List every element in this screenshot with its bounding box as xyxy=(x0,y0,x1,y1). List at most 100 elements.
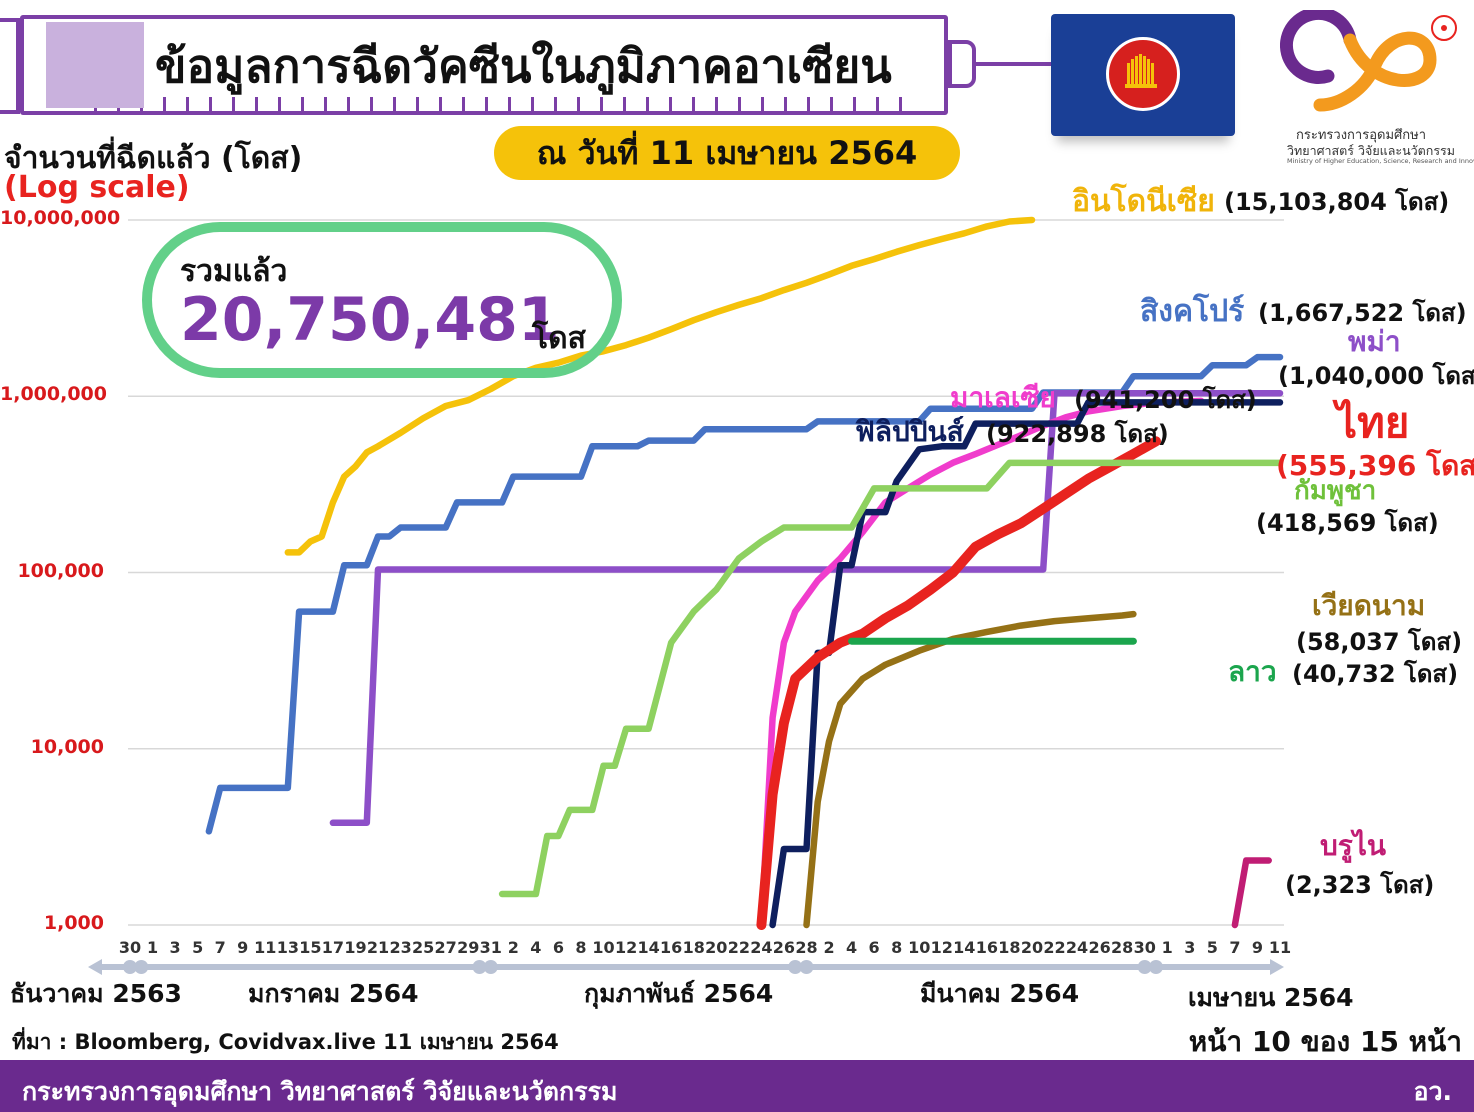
x-tick-label: 12 xyxy=(931,938,953,957)
x-tick-label: 28 xyxy=(1111,938,1133,957)
label-brunei-value: (2,323 โดส) xyxy=(1285,871,1435,899)
page-number: หน้า 10 ของ 15 หน้า xyxy=(1188,1025,1462,1058)
month-label-february: กุมภาพันธ์ 2564 xyxy=(584,979,774,1008)
syringe-tick xyxy=(485,97,488,111)
series-line xyxy=(284,216,1036,556)
label-cambodia-value: (418,569 โดส) xyxy=(1256,509,1439,537)
syringe-tick xyxy=(761,97,764,111)
syringe-tick xyxy=(416,97,419,111)
syringe-tick xyxy=(462,97,465,111)
y-tick-label: 1,000,000 xyxy=(0,383,107,406)
x-tick-label: 9 xyxy=(1252,938,1263,957)
syringe-tick xyxy=(646,97,649,111)
x-tick-label: 24 xyxy=(1066,938,1088,957)
syringe-tick xyxy=(370,97,373,111)
x-tick-label: 4 xyxy=(530,938,541,957)
x-axis-arrowhead xyxy=(88,959,102,975)
x-tick-label: 20 xyxy=(705,938,727,957)
total-doses-label: รวมแล้ว xyxy=(180,254,288,289)
syringe-tick xyxy=(692,97,695,111)
syringe-nozzle xyxy=(948,40,976,88)
syringe-header-frame xyxy=(20,15,948,115)
label-laos-value: (40,732 โดส) xyxy=(1292,660,1459,688)
label-singapore-name: สิงคโปร์ xyxy=(1140,294,1245,329)
x-tick-label: 31 xyxy=(480,938,502,957)
x-tick-label: 16 xyxy=(976,938,998,957)
page-title: ข้อมูลการฉีดวัคซีนในภูมิภาคอาเซียน xyxy=(155,39,892,93)
month-boundary-dot xyxy=(483,960,498,974)
syringe-tick xyxy=(876,97,879,111)
x-tick-label: 19 xyxy=(344,938,366,957)
month-boundary-dot xyxy=(788,960,803,974)
x-tick-label: 15 xyxy=(299,938,321,957)
x-tick-label: 10 xyxy=(908,938,930,957)
label-laos-name: ลาว xyxy=(1228,655,1277,688)
label-thailand-name: ไทย xyxy=(1336,398,1410,447)
series-line xyxy=(205,353,1284,835)
month-label-january: มกราคม 2564 xyxy=(248,979,419,1008)
x-tick-label: 28 xyxy=(795,938,817,957)
x-tick-label: 11 xyxy=(254,938,276,957)
source-note: ที่มา : Bloomberg, Covidvax.live 11 เมษา… xyxy=(12,1030,559,1054)
footer-bar xyxy=(0,1060,1474,1112)
syringe-tick xyxy=(163,97,166,111)
month-label-april: เมษายน 2564 xyxy=(1188,983,1354,1012)
syringe-tick xyxy=(324,97,327,111)
syringe-tick xyxy=(784,97,787,111)
label-philippines-name: ฟิลิปปินส์ xyxy=(855,415,964,448)
syringe-tick xyxy=(807,97,810,111)
syringe-tick xyxy=(853,97,856,111)
y-axis-title: จำนวนที่ฉีดแล้ว (โดส) xyxy=(4,141,303,176)
label-indonesia-value: (15,103,804 โดส) xyxy=(1224,188,1450,216)
x-tick-label: 3 xyxy=(1184,938,1195,957)
label-myanmar-name: พม่า xyxy=(1348,325,1401,358)
total-doses-value: 20,750,481 xyxy=(180,285,560,355)
x-tick-label: 29 xyxy=(457,938,479,957)
label-indonesia-name: อินโดนีเซีย xyxy=(1072,184,1215,219)
date-badge: ณ วันที่ 11 เมษายน 2564 xyxy=(494,126,960,180)
syringe-tick xyxy=(439,97,442,111)
month-boundary-dot xyxy=(134,960,149,974)
month-label-march: มีนาคม 2564 xyxy=(920,979,1080,1008)
x-tick-label: 27 xyxy=(435,938,457,957)
syringe-tick xyxy=(715,97,718,111)
vaccination-line-chart: 30 1 3 5 7 9 11 13 15 17 19 21 23 25 27 29 31 2 4 6 8 10 12 14 1… xyxy=(88,216,1291,975)
x-tick-label: 8 xyxy=(891,938,902,957)
x-tick-label: 30 xyxy=(119,938,141,957)
x-tick-label: 18 xyxy=(683,938,705,957)
y-tick-label: 10,000 xyxy=(30,735,104,758)
x-tick-label: 13 xyxy=(277,938,299,957)
syringe-fill xyxy=(46,22,144,108)
x-tick-label: 4 xyxy=(846,938,857,957)
series-line xyxy=(329,389,1284,827)
ministry-logo-icon xyxy=(1280,10,1457,112)
syringe-tick xyxy=(600,97,603,111)
label-brunei-name: บรูไน xyxy=(1320,829,1387,862)
x-tick-label: 1 xyxy=(1162,938,1173,957)
syringe-needle xyxy=(976,62,1052,66)
y-axis-scale-note: (Log scale) xyxy=(4,170,190,205)
x-tick-label: 7 xyxy=(215,938,226,957)
label-malaysia-name: มาเลเซีย xyxy=(950,381,1056,414)
syringe-tick xyxy=(209,97,212,111)
x-tick-label: 6 xyxy=(869,938,880,957)
x-tick-label: 12 xyxy=(615,938,637,957)
syringe-tick xyxy=(508,97,511,111)
syringe-tick xyxy=(738,97,741,111)
x-tick-label: 3 xyxy=(170,938,181,957)
x-tick-label: 16 xyxy=(660,938,682,957)
x-tick-label: 18 xyxy=(998,938,1020,957)
label-malaysia-value: (941,200 โดส) xyxy=(1074,386,1257,414)
syringe-tick xyxy=(301,97,304,111)
syringe-tick xyxy=(577,97,580,111)
x-axis-arrowhead xyxy=(1270,959,1284,975)
x-tick-label: 14 xyxy=(953,938,975,957)
x-tick-label: 8 xyxy=(575,938,586,957)
y-tick-label: 1,000 xyxy=(43,912,104,934)
x-tick-label: 26 xyxy=(773,938,795,957)
x-tick-label: 5 xyxy=(192,938,203,957)
x-tick-label: 5 xyxy=(1207,938,1218,957)
x-tick-label: 7 xyxy=(1229,938,1240,957)
x-tick-label: 14 xyxy=(637,938,659,957)
month-boundary-dot xyxy=(1148,960,1163,974)
